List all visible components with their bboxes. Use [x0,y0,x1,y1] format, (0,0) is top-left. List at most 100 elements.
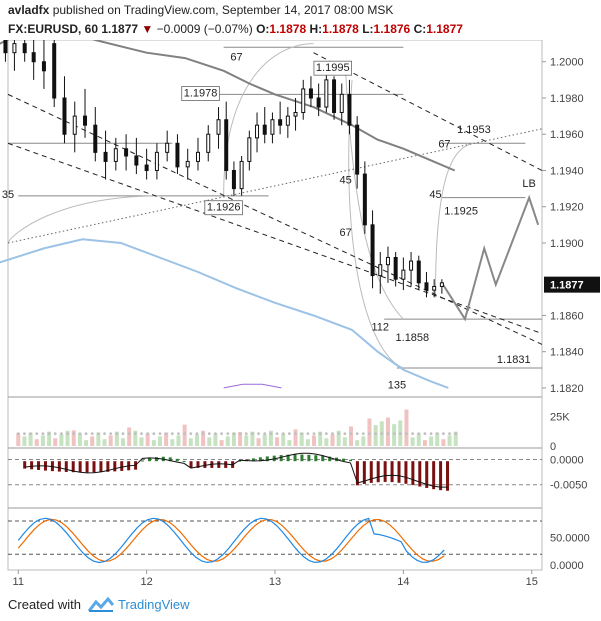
fibonacci-tools [7,43,542,369]
volume-bar [102,439,107,446]
candle-body [301,88,306,113]
volume-bar [213,433,218,446]
time-tick-label: 14 [397,576,409,588]
volume-bar [40,435,45,446]
volume-bar [453,431,458,446]
candle-body [270,119,275,135]
volume-bar [330,434,335,446]
volume-bar [34,439,39,446]
dotted-trend-line [7,128,543,244]
volume-bar [201,430,206,446]
volume-bar [422,440,427,446]
tradingview-brand[interactable]: TradingView [118,597,190,612]
candle-body [22,43,27,54]
volume-ma-dot [78,432,82,436]
volume-tick-label: 0 [550,441,556,453]
volume-bar [262,434,267,446]
volume-ma-dot [29,432,32,436]
macd-histogram-bar [251,458,255,462]
macd-panel[interactable] [8,452,542,491]
volume-bar [256,438,261,446]
price-panel[interactable]: 67 1.1978 1.1995 35 1.1926 45 67 67 45 1.1953 1.19… [0,40,543,391]
volume-bar [90,436,95,446]
macd-histogram-bar [376,461,380,483]
low-value: 1.1876 [373,22,411,36]
volume-bar [367,418,372,446]
volume-bar [65,430,70,446]
volume-ma-dot [115,432,119,436]
volume-ma-dot [337,432,341,436]
macd-histogram-bar [238,460,242,462]
volume-ma-dot [257,432,260,436]
time-tick-label: 12 [141,576,153,588]
candle-body [154,151,159,171]
tradingview-logo-icon[interactable] [88,596,114,614]
volume-ma-dot [170,432,174,436]
volume-ma-dot [226,432,230,436]
candle-body [262,124,267,135]
volume-bar [157,436,162,446]
volume-ma-dot [195,432,199,436]
volume-bar [108,435,113,446]
volume-bar [59,434,64,446]
macd-histogram-bar [362,461,366,484]
volume-ma-dot [244,432,248,436]
annotation-label: 1.1926 [207,202,241,214]
volume-ma-dot [324,432,328,436]
candle-body [93,124,98,153]
candle-body [12,43,17,54]
price-tick-label: 1.1840 [550,347,584,359]
chart-canvas[interactable]: 67 1.1978 1.1995 35 1.1926 45 67 67 45 1.1953 1.19… [0,40,601,590]
macd-histogram-bar [390,461,394,483]
annotation-label: 67 [339,227,351,239]
macd-histogram-bar [203,461,207,468]
volume-ma-dots [16,432,458,436]
price-tick-label: 1.2000 [550,57,584,69]
macd-histogram-bar [64,461,68,472]
candle-body [278,119,283,126]
volume-tick-label: 25K [550,412,570,424]
volume-ma-dot [164,432,168,436]
purple-indicator-line [223,383,282,389]
volume-bar [145,433,150,446]
chart-header: avladfx published on TradingView.com, Se… [0,0,601,40]
footer: Created with TradingView [0,590,601,621]
volume-ma-dot [109,432,113,436]
volume-ma-dot [60,432,63,436]
volume-panel[interactable] [16,409,458,446]
macd-histogram-bar [217,461,221,468]
annotation-box [313,60,352,76]
volume-ma-dot [96,432,100,436]
volume-ma-dot [189,432,193,436]
volume-bar [238,432,243,446]
author-name[interactable]: avladfx [8,3,50,17]
volume-ma-dot [84,432,88,436]
volume-ma-dot [53,432,57,436]
macd-histogram-bar [182,460,186,462]
macd-histogram-bar [439,461,443,491]
volume-bar [127,427,132,446]
macd-tick-label: -0.0050 [550,480,587,492]
candle-body [424,282,429,291]
macd-histogram-bar [328,456,332,462]
volume-bar [84,440,89,446]
created-with-text: Created with [8,597,81,612]
open-value: 1.1878 [269,22,307,36]
macd-histogram-bar [286,454,290,462]
fib-arc [434,142,475,298]
candle-body [175,142,180,168]
candle-body [83,115,88,126]
volume-ma-dot [349,432,353,436]
volume-bar [416,433,421,446]
volume-ma-dot [35,432,39,436]
price-tick-label: 1.1820 [550,383,584,395]
low-label: L: [362,22,374,36]
volume-ma-dot [23,432,26,436]
candle-body [165,142,170,153]
volume-ma-dot [435,432,439,436]
volume-ma-dot [392,432,396,436]
macd-histogram-bar [279,455,283,462]
macd-histogram-bar [71,461,75,473]
volume-ma-dot [368,432,371,436]
stochastic-panel[interactable] [8,517,542,564]
